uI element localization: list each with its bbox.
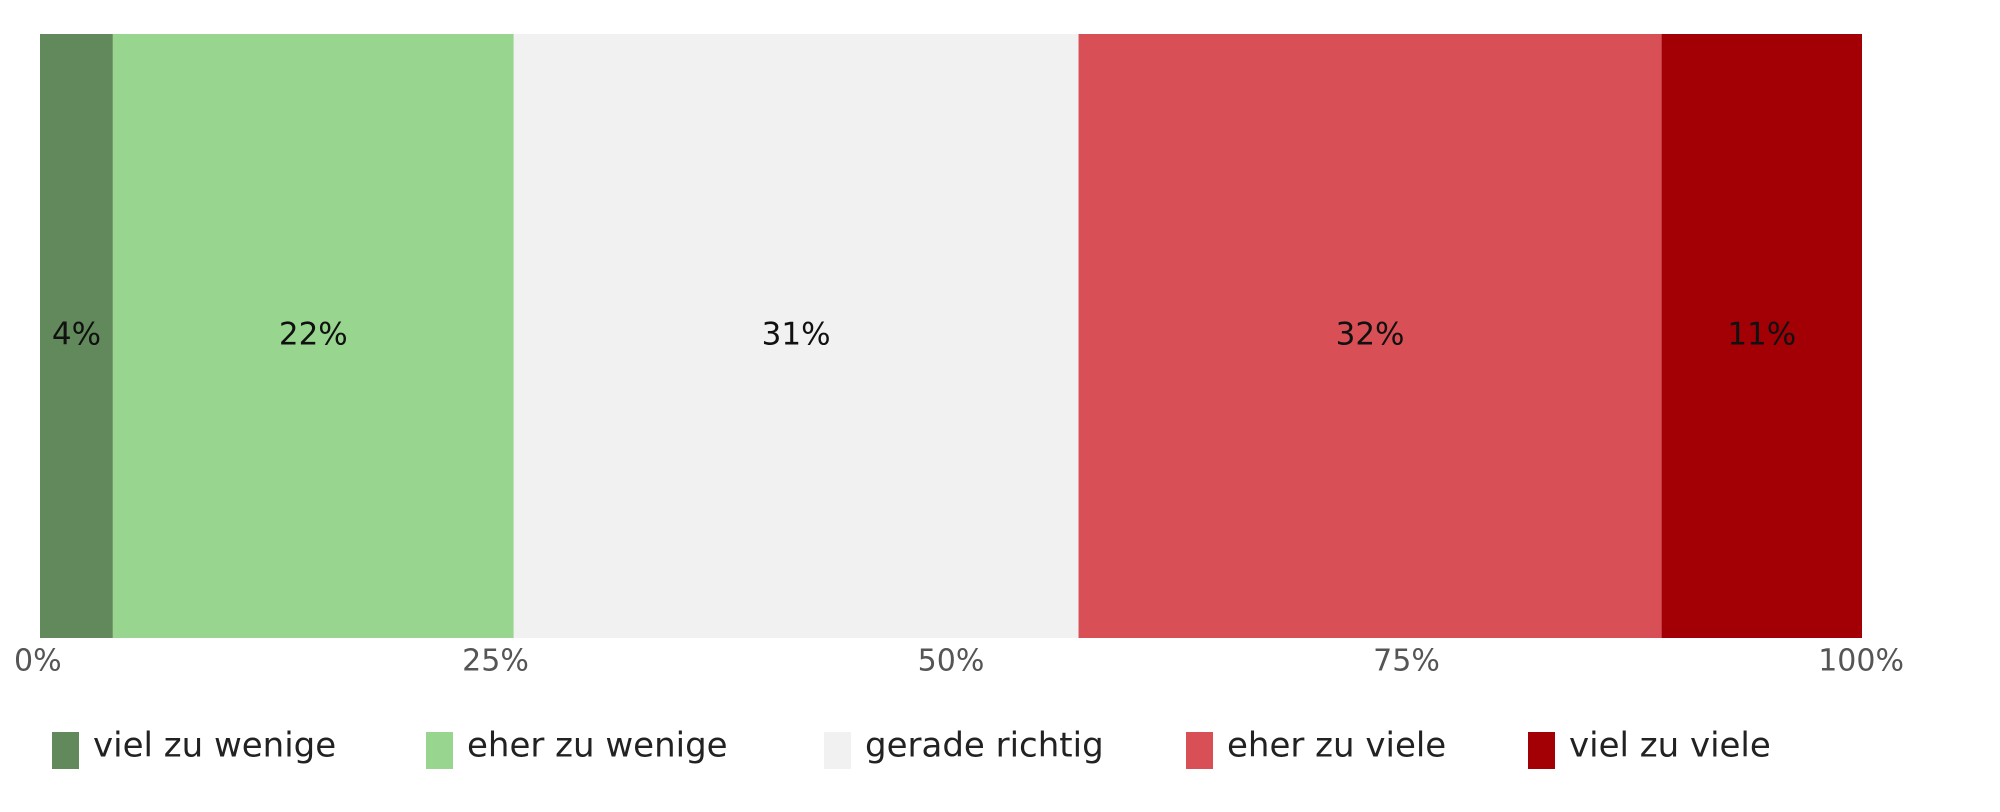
x-tick-label: 75% [1373, 644, 1440, 679]
legend-label: viel zu viele [1569, 726, 1771, 766]
legend-label: eher zu viele [1227, 726, 1446, 766]
data-label: 4% [52, 317, 101, 353]
bar-segment [513, 34, 1079, 638]
data-label: 32% [1336, 317, 1405, 353]
data-label: 11% [1727, 317, 1796, 353]
legend-swatch [824, 732, 851, 769]
data-label: 31% [762, 317, 831, 353]
legend-label: viel zu wenige [93, 726, 336, 766]
x-tick-label: 100% [1818, 644, 1904, 679]
x-tick-label: 50% [918, 644, 985, 679]
legend-swatch [426, 732, 453, 769]
legend-swatch [1528, 732, 1555, 769]
bar-segment [40, 34, 113, 638]
bar-segment [1078, 34, 1662, 638]
legend-label: gerade richtig [865, 726, 1104, 766]
bar-segment [1661, 34, 1862, 638]
legend-swatch [52, 732, 79, 769]
bar-segment [112, 34, 514, 638]
data-label: 22% [279, 317, 348, 353]
legend-swatch [1186, 732, 1213, 769]
legend-label: eher zu wenige [467, 726, 728, 766]
x-tick-label: 0% [14, 644, 62, 679]
x-tick-label: 25% [462, 644, 529, 679]
